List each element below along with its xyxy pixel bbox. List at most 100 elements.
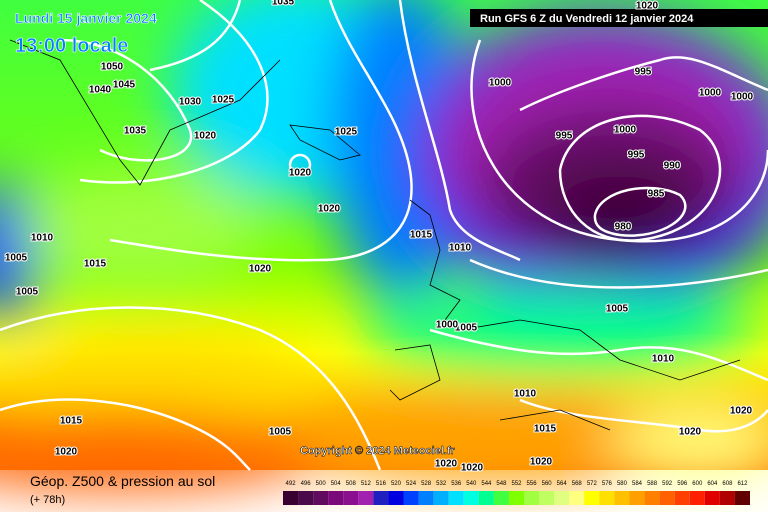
legend-swatch	[569, 491, 585, 505]
legend-label: 556	[527, 481, 538, 487]
isobar-label: 1000	[699, 88, 722, 99]
isobar-label: 1040	[89, 85, 112, 96]
legend-label: 600	[692, 481, 703, 487]
legend-label: 520	[391, 481, 402, 487]
legend-swatch	[493, 491, 509, 505]
legend-swatch	[584, 491, 600, 505]
copyright: Copyright © 2024 Meteociel.fr	[300, 445, 456, 457]
legend-label: 572	[587, 481, 598, 487]
legend-swatch	[283, 491, 299, 505]
legend-label: 540	[466, 481, 477, 487]
legend-swatch	[433, 491, 449, 505]
legend-swatch	[373, 491, 389, 505]
legend-label: 592	[662, 481, 673, 487]
map-time: 13:00 locale	[15, 35, 128, 57]
legend-label: 580	[617, 481, 628, 487]
run-box	[470, 9, 768, 27]
isobar-label: 1020	[530, 457, 553, 468]
isobar-label: 995	[635, 67, 652, 78]
legend-label: 516	[376, 481, 387, 487]
legend-swatch	[674, 491, 690, 505]
isobar-label: 1010	[449, 243, 472, 254]
isobar-label: 1020	[318, 204, 341, 215]
isobar-label: 1020	[730, 406, 753, 417]
isobar-label: 1025	[335, 127, 358, 138]
isobar-label: 1010	[31, 233, 54, 244]
isobar-label: 1020	[461, 463, 484, 474]
legend-label: 500	[316, 481, 327, 487]
isobar-labels: 1035 1050 1040 1045 1030 1025 1035 1020 1025 1020…	[4, 0, 755, 475]
isobar-label: 1030	[179, 97, 202, 108]
legend-swatch	[388, 491, 404, 505]
legend-swatch	[298, 491, 314, 505]
legend-label: 496	[301, 481, 312, 487]
legend-label: 612	[737, 481, 748, 487]
legend-swatch	[343, 491, 359, 505]
legend-label: 504	[331, 481, 342, 487]
isobar-label: 1010	[652, 354, 675, 365]
isobar-label: 1020	[435, 459, 458, 470]
isobar-label: 1005	[16, 287, 39, 298]
legend-label: 524	[406, 481, 417, 487]
isobar-label: 1000	[436, 320, 459, 331]
legend-label: 548	[496, 481, 507, 487]
coastlines	[9, 39, 741, 431]
legend-swatch	[734, 491, 750, 505]
legend-swatch	[704, 491, 720, 505]
legend-swatch	[539, 491, 555, 505]
legend-label: 564	[557, 481, 568, 487]
legend-swatch	[403, 491, 419, 505]
isobar-label: 1020	[636, 1, 659, 12]
isobar-label: 985	[648, 189, 665, 200]
legend-swatch	[689, 491, 705, 505]
color-legend: 492 496 500 504 508 512 516 520 524 528 532 536 540 5…	[283, 481, 750, 505]
isobar-label: 1005	[5, 253, 28, 264]
legend-label: 576	[602, 481, 613, 487]
legend-swatch	[313, 491, 329, 505]
legend-swatch	[358, 491, 374, 505]
legend-label: 508	[346, 481, 357, 487]
legend-swatch	[524, 491, 540, 505]
legend-label: 544	[481, 481, 492, 487]
legend-swatch	[614, 491, 630, 505]
legend-label: 608	[722, 481, 733, 487]
legend-swatch	[448, 491, 464, 505]
legend-label: 532	[436, 481, 447, 487]
isobar-label: 1020	[55, 447, 78, 458]
isobar-label: 1000	[731, 92, 754, 103]
legend-swatch	[599, 491, 615, 505]
legend-label: 536	[451, 481, 462, 487]
isobar-label: 1025	[212, 95, 235, 106]
legend-swatch	[508, 491, 525, 505]
isobar-label: 1035	[272, 0, 295, 8]
legend-label: 596	[677, 481, 688, 487]
isobar-label: 1000	[614, 125, 637, 136]
isobar-label: 1035	[124, 126, 147, 137]
legend-label: 584	[632, 481, 643, 487]
isobar-label: 980	[615, 222, 632, 233]
isobar-label: 1005	[606, 304, 629, 315]
isobar-label: 1010	[514, 389, 537, 400]
legend-label: 568	[572, 481, 583, 487]
isobar-label: 1020	[249, 264, 272, 275]
isobar-label: 995	[628, 150, 645, 161]
isobar-label: 1015	[60, 416, 83, 427]
isobar-label: 1050	[101, 62, 124, 73]
isobar-label: 1015	[84, 259, 107, 270]
legend-swatch	[719, 491, 735, 505]
legend-swatch	[328, 491, 344, 505]
isobar-label: 995	[556, 131, 573, 142]
legend-swatch	[644, 491, 660, 505]
isobar-label: 1000	[489, 78, 512, 89]
isobars	[0, 0, 768, 470]
isobar-label: 990	[664, 161, 681, 172]
isobar-label: 1020	[289, 168, 312, 179]
legend-label: 512	[361, 481, 372, 487]
isobar-label: 1020	[194, 131, 217, 142]
footer-lead: (+ 78h)	[30, 494, 65, 506]
isobar-label: 1045	[113, 80, 136, 91]
legend-label: 528	[421, 481, 432, 487]
legend-swatch	[418, 491, 434, 505]
